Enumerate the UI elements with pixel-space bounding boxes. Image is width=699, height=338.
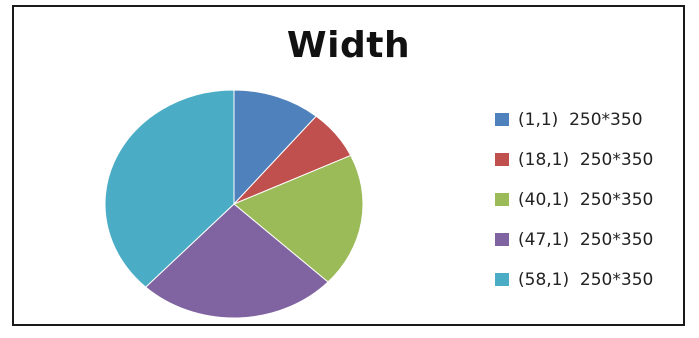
legend-label: (58,1) 250*350 xyxy=(518,269,654,290)
legend-item: (40,1) 250*350 xyxy=(495,189,654,210)
pie-slice xyxy=(144,203,329,319)
pie-slice xyxy=(233,89,317,206)
legend-item: (1,1) 250*350 xyxy=(495,109,653,130)
legend-label: (18,1) 250*350 xyxy=(518,149,654,170)
legend-swatch xyxy=(495,113,509,126)
legend-label: (40,1) 250*350 xyxy=(518,189,654,210)
legend-label: (47,1) 250*350 xyxy=(518,229,654,250)
legend-swatch xyxy=(495,273,509,286)
pie-slice xyxy=(233,154,364,283)
legend-item: (47,1) 250*350 xyxy=(495,229,654,250)
legend-item: (18,1) 250*350 xyxy=(495,149,654,170)
legend-item: (58,1) 250*350 xyxy=(495,269,654,290)
pie-slice xyxy=(104,89,235,288)
legend: (1,1) 250*350 (18,1) 250*350 (40,1) 250*35… xyxy=(495,110,653,310)
legend-swatch xyxy=(495,153,509,166)
legend-swatch xyxy=(495,233,509,246)
chart-title: Width xyxy=(286,25,411,66)
legend-label: (1,1) 250*350 xyxy=(518,109,643,130)
legend-swatch xyxy=(495,193,509,206)
